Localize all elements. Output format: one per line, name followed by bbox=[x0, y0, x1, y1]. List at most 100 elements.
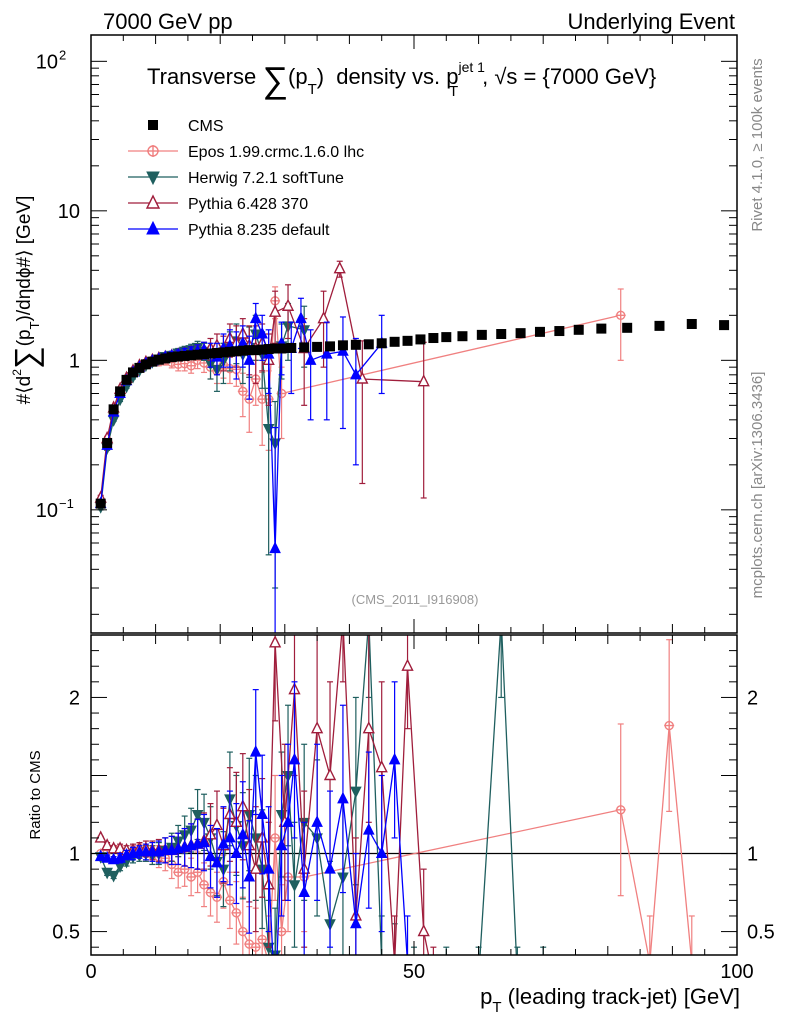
ratio-point bbox=[94, 849, 107, 862]
legend-item-pythia-6-428-370: Pythia 6.428 370 bbox=[128, 194, 308, 213]
main-point bbox=[299, 342, 310, 353]
ratio-point bbox=[350, 916, 362, 929]
main-errorbar bbox=[323, 321, 330, 421]
ratio-point bbox=[237, 926, 248, 937]
main-point bbox=[476, 329, 487, 340]
main-point bbox=[134, 362, 145, 373]
main-errorbar bbox=[420, 341, 427, 499]
main-point bbox=[350, 367, 362, 380]
ratio-point bbox=[249, 861, 262, 874]
main-errorbar bbox=[352, 337, 359, 466]
ratio-point bbox=[362, 721, 375, 734]
rivet-label: Rivet 4.1.0, ≥ 100k events bbox=[749, 58, 766, 231]
main-errorbar bbox=[307, 329, 314, 421]
ratio-point bbox=[101, 838, 114, 851]
y-tick-label: 10 bbox=[36, 51, 58, 73]
main-point bbox=[534, 326, 545, 337]
ratio-point bbox=[538, 974, 548, 984]
ratio-point bbox=[224, 830, 236, 843]
main-point bbox=[268, 304, 282, 317]
ratio-point bbox=[270, 832, 281, 843]
legend-label: Pythia 6.428 370 bbox=[188, 196, 308, 213]
y-tick-label: 10 bbox=[58, 201, 80, 223]
main-point bbox=[262, 423, 275, 436]
main-series-epos-1-99-crmc-1-6-0-lhc bbox=[95, 286, 626, 509]
ratio-point bbox=[256, 807, 268, 820]
ratio-point bbox=[311, 815, 323, 827]
ratio-point bbox=[199, 879, 210, 890]
ratio-point bbox=[230, 846, 243, 859]
legend-item-epos-1-99-crmc-1-6-0-lhc: Epos 1.99.crmc.1.6.0 lhc bbox=[128, 144, 364, 161]
main-point bbox=[224, 346, 235, 357]
ratio-errorbar bbox=[688, 915, 695, 955]
x-tick-label: 100 bbox=[720, 961, 753, 983]
main-point bbox=[205, 348, 216, 359]
y-tick-exponent: 2 bbox=[59, 47, 66, 62]
ratio-point bbox=[191, 810, 204, 822]
chart-title: Transverse ∑(pT) density vs. pjet 1 T, √s… bbox=[147, 59, 656, 100]
ratio-point bbox=[375, 760, 388, 773]
ratio-series-pythia-6-428-370 bbox=[94, 635, 437, 955]
legend-marker bbox=[147, 145, 159, 157]
main-point bbox=[160, 353, 171, 364]
main-point bbox=[249, 311, 262, 324]
main-point bbox=[127, 367, 138, 378]
main-errorbar bbox=[288, 321, 295, 395]
main-point bbox=[515, 328, 526, 339]
main-point bbox=[304, 353, 317, 365]
ratio-y-tick-label-right: 1 bbox=[747, 844, 758, 866]
ratio-plot-data bbox=[91, 615, 737, 984]
y-tick-label: 10 bbox=[36, 500, 58, 522]
ratio-point bbox=[249, 744, 262, 757]
ratio-point bbox=[288, 752, 301, 765]
ratio-point bbox=[217, 837, 230, 849]
ratio-point bbox=[496, 615, 506, 625]
main-point bbox=[173, 351, 184, 362]
main-point bbox=[686, 318, 697, 329]
ratio-point bbox=[262, 862, 275, 874]
ratio-y-axis-label: Ratio to CMS bbox=[27, 750, 44, 839]
ratio-point bbox=[210, 817, 224, 831]
main-point bbox=[320, 347, 333, 359]
main-point bbox=[457, 331, 468, 342]
analysis-tag: (CMS_2011_I916908) bbox=[352, 592, 479, 607]
ratio-point bbox=[645, 958, 655, 968]
ratio-point bbox=[362, 823, 375, 835]
main-point bbox=[573, 324, 584, 335]
main-point bbox=[231, 346, 242, 357]
main-point bbox=[337, 340, 348, 351]
main-point bbox=[622, 322, 633, 333]
ratio-point bbox=[337, 791, 349, 804]
ratio-axes: 0 50 100 0.5 0.5 1 1 2 2 bbox=[52, 635, 775, 983]
main-point bbox=[363, 339, 374, 350]
x-tick-label: 50 bbox=[403, 961, 425, 983]
main-point bbox=[269, 541, 281, 554]
legend-item-herwig-7-2-1-softtune: Herwig 7.2.1 softTune bbox=[128, 170, 344, 187]
ratio-errorbar bbox=[272, 907, 279, 955]
ratio-point bbox=[417, 924, 430, 937]
ratio-point bbox=[441, 974, 451, 984]
main-point bbox=[389, 336, 400, 347]
main-point bbox=[428, 333, 439, 344]
main-point bbox=[257, 344, 268, 355]
main-point bbox=[441, 332, 452, 343]
ratio-line-herwig-7-2-1-softtune bbox=[100, 635, 517, 955]
ratio-point bbox=[231, 907, 242, 918]
main-errorbar bbox=[265, 329, 272, 395]
main-point bbox=[237, 345, 248, 356]
main-point bbox=[496, 329, 507, 339]
ratio-point bbox=[375, 846, 388, 859]
legend-label: Epos 1.99.crmc.1.6.0 lhc bbox=[188, 144, 364, 161]
x-tick-label: 0 bbox=[85, 961, 96, 983]
ratio-point bbox=[388, 752, 401, 765]
ratio-errorbar bbox=[391, 915, 398, 955]
legend-item-cms: CMS bbox=[148, 118, 224, 135]
legend-label: Pythia 8.235 default bbox=[188, 222, 330, 239]
main-point bbox=[350, 339, 361, 350]
ratio-errorbar bbox=[339, 635, 346, 683]
main-point bbox=[218, 347, 229, 358]
main-point bbox=[95, 498, 106, 509]
ratio-errorbar bbox=[430, 946, 437, 955]
